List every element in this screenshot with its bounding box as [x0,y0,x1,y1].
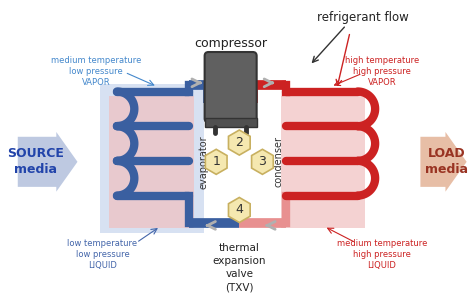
Text: 3: 3 [258,155,266,168]
Text: medium temperature
high pressure
LIQUID: medium temperature high pressure LIQUID [337,239,427,270]
Polygon shape [252,149,273,174]
Text: LOAD
media: LOAD media [425,147,468,176]
Text: condenser: condenser [274,136,284,187]
Text: low temperature
low pressure
LIQUID: low temperature low pressure LIQUID [67,239,137,270]
Text: 4: 4 [236,204,243,217]
Bar [205,118,256,127]
Text: refrigerant flow: refrigerant flow [317,11,409,24]
FancyArrow shape [420,132,466,192]
Polygon shape [228,198,250,223]
FancyArrow shape [18,132,77,192]
Text: 1: 1 [212,155,220,168]
Polygon shape [109,96,194,228]
Text: medium temperature
low pressure
VAPOR: medium temperature low pressure VAPOR [51,56,141,87]
Text: evaporator: evaporator [199,135,209,189]
Text: 2: 2 [236,136,243,149]
Polygon shape [281,96,365,228]
Text: thermal
expansion
valve
(TXV): thermal expansion valve (TXV) [212,243,266,292]
Polygon shape [205,149,227,174]
FancyBboxPatch shape [205,52,256,122]
Text: SOURCE
media: SOURCE media [7,147,64,176]
Text: high temperature
high pressure
VAPOR: high temperature high pressure VAPOR [345,56,419,87]
Polygon shape [100,84,204,233]
Polygon shape [228,130,250,155]
Text: compressor: compressor [194,37,267,50]
